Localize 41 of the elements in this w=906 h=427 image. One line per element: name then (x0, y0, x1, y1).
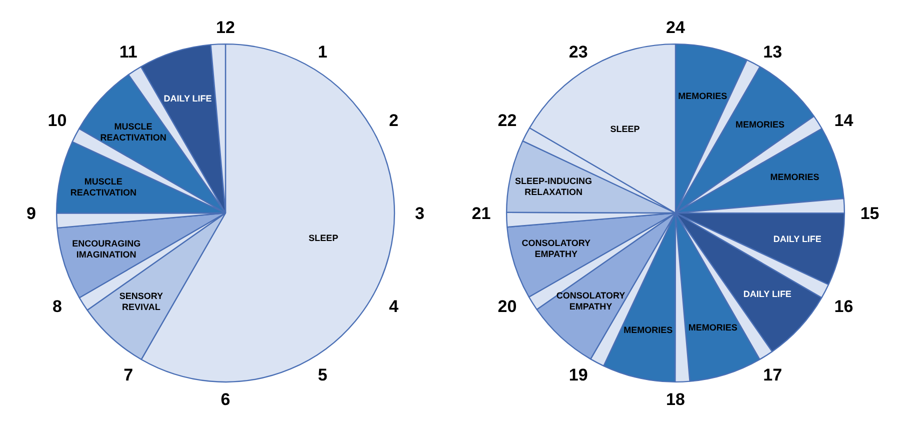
slice-label: MEMORIES (678, 91, 728, 102)
text: 21 (472, 204, 491, 223)
slice-label: ENCOURAGING IMAGINATION (72, 238, 141, 260)
text: 7 (124, 365, 134, 384)
text: 2 (389, 110, 398, 130)
text: 9 (26, 204, 36, 223)
text: 12 (216, 18, 235, 37)
slice-label: CONSOLATORY EMPATHY (556, 290, 626, 312)
slice-label: MEMORIES (688, 322, 738, 332)
text: 22 (498, 110, 517, 130)
text: 24 (666, 18, 686, 37)
text: 23 (568, 42, 588, 62)
text: 13 (763, 42, 782, 62)
text: 1 (318, 42, 328, 62)
slice-label: SLEEP (610, 124, 640, 134)
text: 16 (834, 297, 854, 316)
text: 4 (389, 297, 400, 316)
text: 5 (318, 365, 328, 384)
text: 20 (498, 297, 517, 316)
text: 11 (119, 42, 138, 62)
slice-label: MUSCLE REACTIVATION (70, 176, 137, 198)
text: 8 (52, 297, 62, 316)
text: 10 (48, 110, 67, 130)
slice-label: MEMORIES (770, 172, 820, 182)
text: 14 (834, 110, 854, 130)
slice-label: DAILY LIFE (743, 289, 792, 300)
text: 3 (415, 204, 425, 223)
text: 18 (666, 390, 685, 410)
slice-label: SLEEP (308, 233, 338, 244)
slice-label: CONSOLATORY EMPATHY (522, 238, 591, 260)
slice-label: MEMORIES (736, 120, 785, 130)
slice-label: DAILY LIFE (773, 234, 822, 244)
text: 19 (568, 365, 588, 384)
slice-label: DAILY LIFE (164, 94, 212, 104)
slice-label: SLEEP-INDUCING RELAXATION (515, 176, 592, 198)
slice-label: SENSORY REVIVAL (119, 291, 164, 312)
slice-label: MEMORIES (624, 324, 673, 335)
text: 17 (763, 365, 782, 384)
text: 15 (860, 204, 880, 223)
text: 6 (220, 390, 230, 410)
slice-label: MUSCLE REACTIVATION (100, 122, 166, 143)
